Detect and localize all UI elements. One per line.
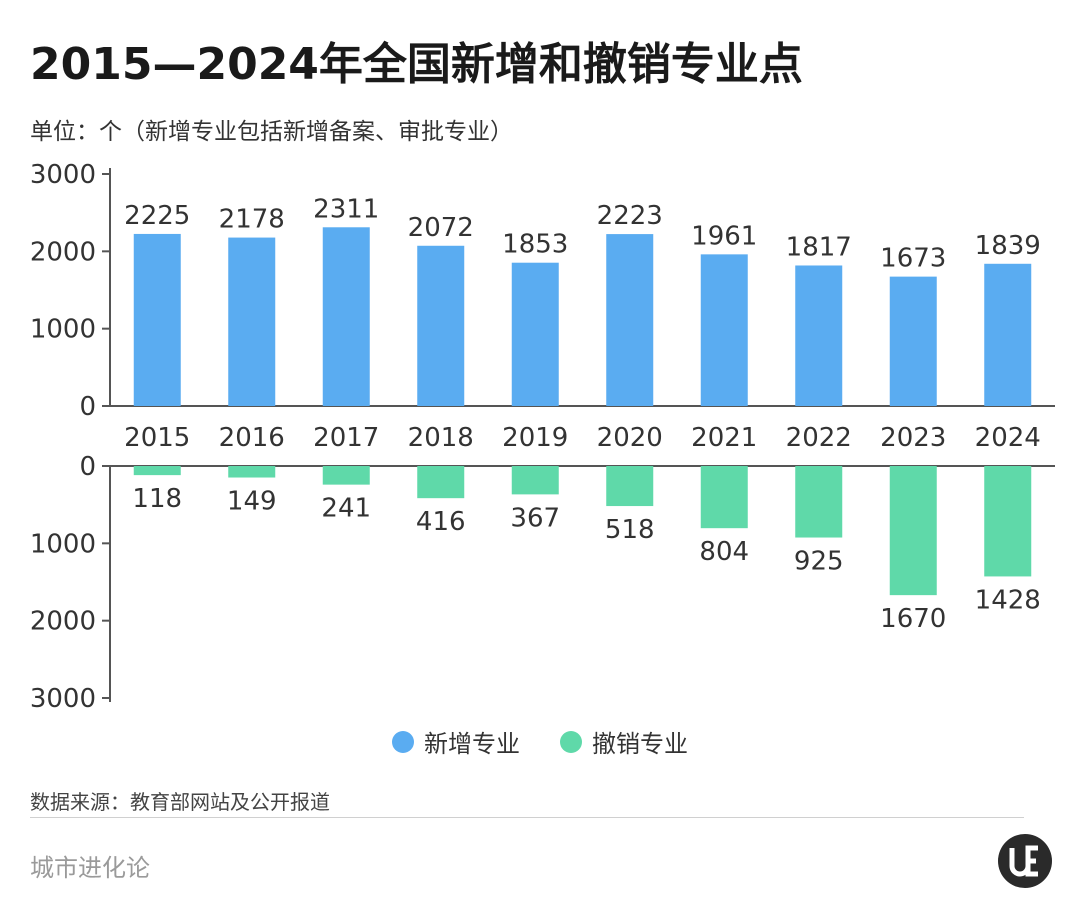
bar-revoked — [417, 466, 465, 499]
bar-added — [511, 262, 559, 406]
data-label-revoked: 804 — [699, 537, 749, 567]
legend: 新增专业 撤销专业 — [0, 724, 1080, 759]
legend-label-added: 新增专业 — [424, 730, 520, 758]
data-label-added: 1817 — [786, 232, 852, 262]
x-tick-label: 2018 — [408, 423, 474, 453]
data-label-revoked: 1428 — [975, 585, 1041, 615]
x-tick-label: 2024 — [975, 423, 1041, 453]
ue-logo-icon — [998, 834, 1052, 888]
bar-added — [228, 237, 276, 406]
data-label-revoked: 118 — [132, 484, 182, 514]
legend-swatch-revoked — [560, 730, 582, 753]
bar-added — [795, 265, 843, 406]
data-source: 数据来源：教育部网站及公开报道 — [30, 790, 330, 814]
data-label-revoked: 925 — [794, 547, 844, 577]
x-tick-label: 2019 — [502, 423, 568, 453]
top-y-tick-label: 1000 — [30, 315, 96, 345]
data-label-added: 2223 — [597, 201, 663, 231]
top-y-tick-label: 3000 — [30, 160, 96, 190]
bar-added — [322, 227, 370, 406]
x-tick-label: 2023 — [880, 423, 946, 453]
bar-added — [889, 276, 937, 406]
chart-title: 2015—2024年全国新增和撤销专业点 — [30, 39, 803, 90]
bar-revoked — [511, 466, 559, 495]
bar-revoked — [322, 466, 370, 485]
x-tick-label: 2017 — [313, 423, 379, 453]
x-tick-label: 2016 — [219, 423, 285, 453]
bottom-y-tick-label: 1000 — [30, 529, 96, 559]
bottom-y-tick-label: 3000 — [30, 684, 96, 714]
bar-added — [133, 233, 181, 406]
bottom-y-tick-label: 2000 — [30, 607, 96, 637]
data-label-added: 1961 — [691, 221, 757, 251]
bar-added — [700, 254, 748, 406]
data-label-added: 2225 — [124, 201, 190, 231]
bar-revoked — [795, 466, 843, 538]
bar-added — [984, 263, 1032, 406]
x-tick-label: 2015 — [124, 423, 190, 453]
data-label-added: 2178 — [219, 205, 285, 235]
bottom-y-tick-label: 0 — [79, 452, 96, 482]
bar-revoked — [133, 466, 181, 476]
bar-revoked — [228, 466, 276, 478]
x-tick-label: 2020 — [597, 423, 663, 453]
x-tick-label: 2021 — [691, 423, 757, 453]
data-label-revoked: 518 — [605, 515, 655, 545]
data-label-revoked: 241 — [321, 494, 371, 524]
data-label-added: 1673 — [880, 244, 946, 274]
x-tick-label: 2022 — [786, 423, 852, 453]
data-label-added: 1839 — [975, 231, 1041, 261]
data-label-added: 1853 — [502, 230, 568, 260]
data-label-revoked: 416 — [416, 507, 466, 537]
chart-subtitle: 单位：个（新增专业包括新增备案、审批专业） — [30, 119, 513, 145]
top-y-tick-label: 0 — [79, 392, 96, 422]
bar-revoked — [700, 466, 748, 529]
brand-name: 城市进化论 — [30, 854, 150, 882]
footer-divider — [30, 817, 1024, 818]
data-label-added: 2072 — [408, 213, 474, 243]
bar-added — [606, 234, 654, 406]
legend-item-added: 新增专业 — [392, 724, 520, 759]
bar-chart: 3000 2000 1000 0 0 1000 2000 3000 2225 2015 118 217… — [30, 160, 1055, 714]
data-label-revoked: 149 — [227, 487, 277, 517]
legend-label-revoked: 撤销专业 — [592, 730, 688, 758]
top-y-tick-label: 2000 — [30, 237, 96, 267]
bar-revoked — [984, 466, 1032, 577]
data-label-revoked: 367 — [510, 503, 560, 533]
bar-revoked — [606, 466, 654, 507]
legend-item-revoked: 撤销专业 — [560, 724, 688, 759]
bar-revoked — [889, 466, 937, 596]
data-label-added: 2311 — [313, 194, 379, 224]
bar-added — [417, 245, 465, 406]
data-label-revoked: 1670 — [880, 604, 946, 634]
legend-swatch-added — [392, 730, 414, 753]
